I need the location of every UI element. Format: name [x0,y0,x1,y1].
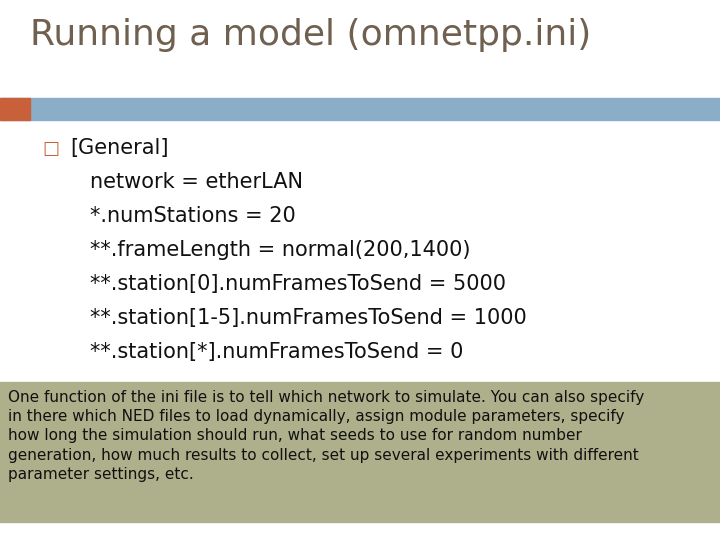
Text: **.station[0].numFramesToSend = 5000: **.station[0].numFramesToSend = 5000 [90,274,506,294]
Text: Running a model (omnetpp.ini): Running a model (omnetpp.ini) [30,18,591,52]
Text: network = etherLAN: network = etherLAN [90,172,303,192]
Text: [General]: [General] [70,138,168,158]
Text: □: □ [42,140,59,158]
Text: **.frameLength = normal(200,1400): **.frameLength = normal(200,1400) [90,240,470,260]
Text: **.station[1-5].numFramesToSend = 1000: **.station[1-5].numFramesToSend = 1000 [90,308,527,328]
Bar [0,382,720,522]
Text: *.numStations = 20: *.numStations = 20 [90,206,296,226]
Text: **.station[*].numFramesToSend = 0: **.station[*].numFramesToSend = 0 [90,342,464,362]
Bar [0,98,720,120]
Bar [0,98,30,120]
Text: One function of the ini file is to tell which network to simulate. You can also : One function of the ini file is to tell … [8,390,644,482]
